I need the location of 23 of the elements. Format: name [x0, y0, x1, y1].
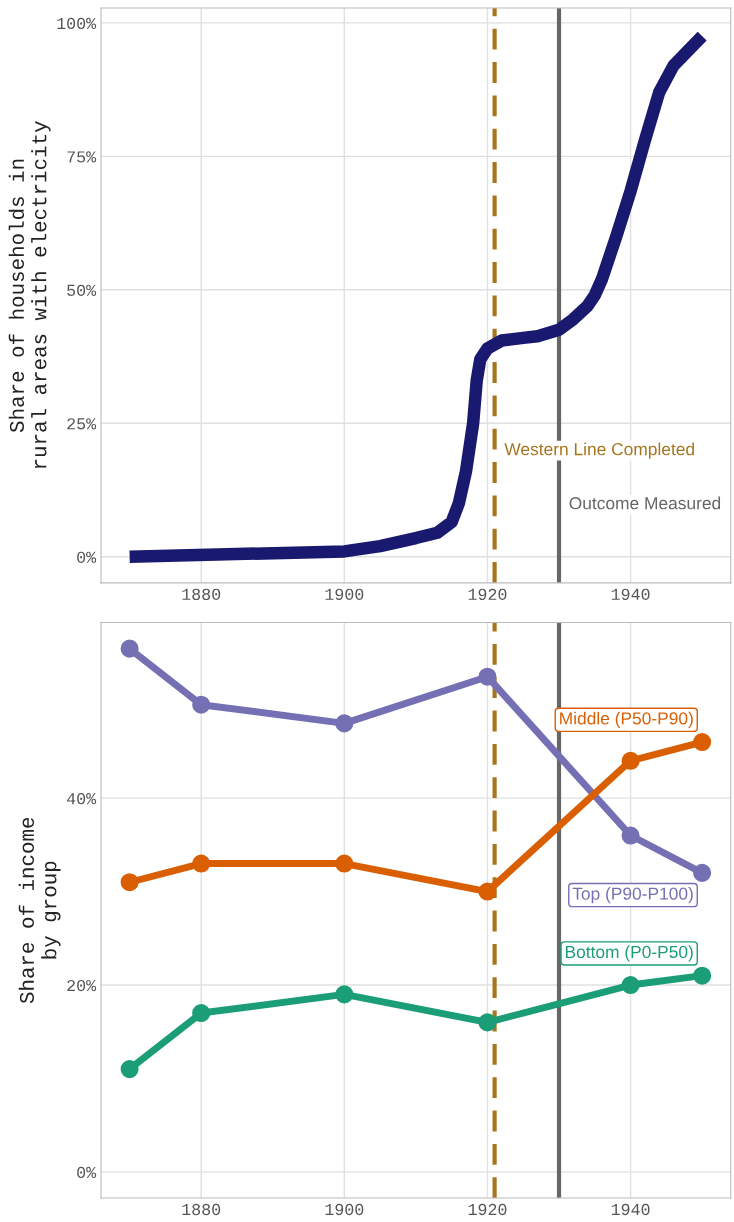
y-tick-label: 0% — [77, 1166, 97, 1179]
x-tick-label: 1940 — [611, 588, 650, 600]
x-tick-label: 1900 — [325, 588, 364, 600]
y-axis-title: Share of income by group — [18, 817, 61, 1004]
x-tick-label: 1920 — [468, 588, 507, 600]
x-tick-label: 1880 — [182, 588, 221, 600]
y-tick-label: 0% — [77, 551, 97, 563]
x-tick-label: 1880 — [182, 1203, 221, 1216]
series-label: Bottom (P0-P50) — [565, 945, 693, 962]
x-tick-label: 1940 — [611, 1203, 650, 1216]
x-tick-label: 1900 — [325, 1203, 364, 1216]
y-tick-label: 20% — [67, 979, 97, 992]
y-tick-label: 100% — [57, 17, 97, 30]
y-tick-label: 75% — [67, 151, 97, 163]
x-tick-label: 1920 — [468, 1203, 507, 1216]
ref-line-label: Outcome Measured — [569, 496, 721, 510]
series-label: Middle (P50-P90) — [560, 711, 693, 728]
y-axis-title: Share of households in rural areas with electricity — [8, 121, 51, 468]
series-label: Top (P90-P100) — [572, 887, 693, 904]
y-tick-label: 25% — [67, 418, 97, 430]
ref-line-label: Western Line Completed — [504, 442, 694, 459]
y-tick-label: 40% — [66, 793, 97, 805]
y-tick-label: 50% — [67, 284, 97, 297]
